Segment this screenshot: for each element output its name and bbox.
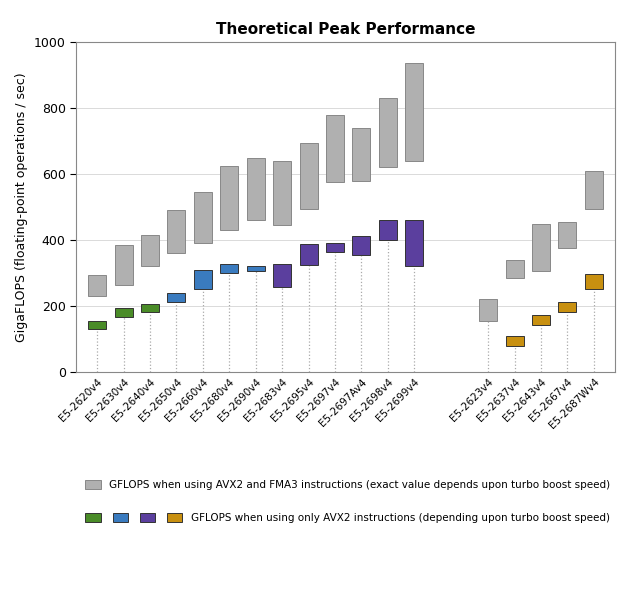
Bar bbox=[405, 64, 423, 161]
Bar bbox=[559, 222, 576, 248]
Bar bbox=[221, 264, 238, 273]
Bar bbox=[194, 271, 212, 289]
Bar bbox=[326, 242, 344, 251]
Bar bbox=[326, 115, 344, 182]
Bar bbox=[88, 275, 106, 296]
Bar bbox=[115, 308, 133, 317]
Bar bbox=[247, 266, 265, 271]
Bar bbox=[115, 245, 133, 284]
Bar bbox=[378, 220, 397, 240]
Bar bbox=[221, 166, 238, 230]
Bar bbox=[247, 157, 265, 220]
Bar bbox=[194, 192, 212, 243]
Bar bbox=[273, 161, 291, 225]
Bar bbox=[299, 244, 318, 265]
Bar bbox=[532, 223, 550, 271]
Bar bbox=[299, 143, 318, 209]
Bar bbox=[273, 264, 291, 287]
Bar bbox=[585, 274, 603, 289]
Bar bbox=[353, 236, 370, 255]
Bar bbox=[405, 220, 423, 266]
Bar bbox=[585, 170, 603, 209]
Bar bbox=[141, 304, 159, 311]
Y-axis label: GigaFLOPS (floating-point operations / sec): GigaFLOPS (floating-point operations / s… bbox=[15, 72, 29, 342]
Bar bbox=[505, 337, 524, 346]
Bar bbox=[353, 128, 370, 181]
Title: Theoretical Peak Performance: Theoretical Peak Performance bbox=[216, 22, 476, 37]
Bar bbox=[141, 235, 159, 266]
Bar bbox=[88, 321, 106, 329]
Bar bbox=[559, 302, 576, 311]
Bar bbox=[479, 299, 497, 321]
Bar bbox=[167, 210, 185, 253]
Bar bbox=[167, 293, 185, 302]
Bar bbox=[505, 260, 524, 278]
Bar bbox=[532, 315, 550, 325]
Legend: , , , GFLOPS when using only AVX2 instructions (depending upon turbo boost speed: , , , GFLOPS when using only AVX2 instru… bbox=[81, 509, 614, 527]
Bar bbox=[378, 98, 397, 167]
